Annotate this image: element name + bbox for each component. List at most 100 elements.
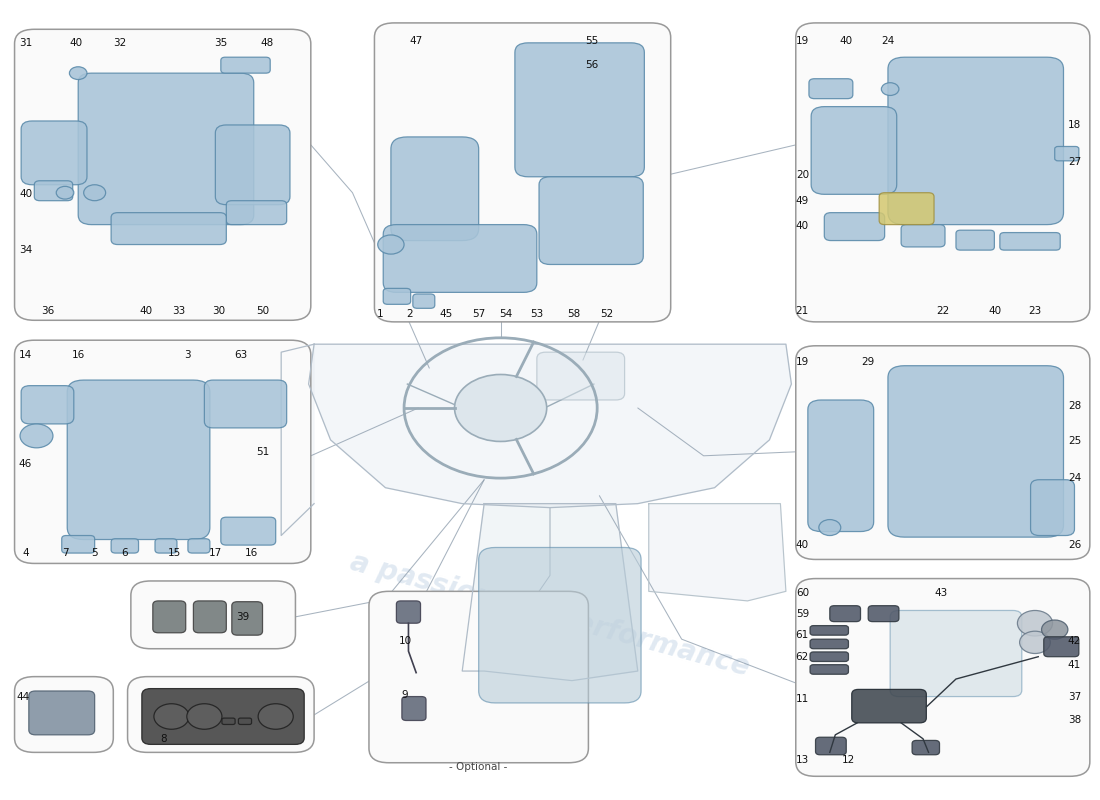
Text: 48: 48 [261,38,274,48]
Text: 58: 58 [568,309,581,319]
Text: 17: 17 [209,548,222,558]
FancyBboxPatch shape [142,689,305,744]
FancyBboxPatch shape [879,193,934,225]
Circle shape [1042,620,1068,639]
Text: 43: 43 [934,588,947,598]
Text: 44: 44 [16,691,30,702]
Text: - Optional -: - Optional - [450,762,508,772]
FancyBboxPatch shape [808,78,852,98]
FancyBboxPatch shape [807,400,873,531]
Text: 40: 40 [839,36,853,46]
FancyBboxPatch shape [810,626,848,635]
Circle shape [1018,610,1053,636]
Polygon shape [462,504,638,681]
Text: 40: 40 [19,190,32,199]
FancyBboxPatch shape [478,547,641,703]
Text: 63: 63 [234,350,248,360]
FancyBboxPatch shape [232,602,263,635]
Text: 54: 54 [499,309,513,319]
Text: 2: 2 [406,309,412,319]
Text: 57: 57 [472,309,485,319]
FancyBboxPatch shape [62,535,95,553]
Text: 12: 12 [842,755,855,766]
FancyBboxPatch shape [810,652,848,662]
Text: 16: 16 [72,350,85,360]
FancyBboxPatch shape [912,741,939,754]
Text: 61: 61 [795,630,808,640]
FancyBboxPatch shape [537,352,625,400]
Text: 39: 39 [236,612,250,622]
Text: 5: 5 [91,548,98,558]
Polygon shape [649,504,785,601]
Text: 18: 18 [1068,120,1081,130]
Text: 40: 40 [989,306,1002,316]
Text: 24: 24 [881,36,894,46]
Text: 49: 49 [795,196,808,206]
Text: 13: 13 [795,755,808,766]
FancyBboxPatch shape [131,581,296,649]
FancyBboxPatch shape [14,677,113,752]
FancyBboxPatch shape [21,386,74,424]
Text: 26: 26 [1068,540,1081,550]
Circle shape [154,704,189,730]
Text: 27: 27 [1068,158,1081,167]
Text: 9: 9 [402,690,408,700]
FancyBboxPatch shape [824,213,884,241]
FancyBboxPatch shape [1031,480,1075,535]
Circle shape [377,235,404,254]
Circle shape [84,185,106,201]
Text: 50: 50 [256,306,270,316]
Text: 32: 32 [113,38,127,48]
Text: 33: 33 [173,306,186,316]
Text: 53: 53 [530,309,543,319]
FancyBboxPatch shape [890,610,1022,697]
Circle shape [818,519,840,535]
Text: 56: 56 [585,60,598,70]
FancyBboxPatch shape [29,691,95,735]
FancyBboxPatch shape [811,106,896,194]
FancyBboxPatch shape [205,380,287,428]
FancyBboxPatch shape [21,121,87,185]
FancyBboxPatch shape [515,43,645,177]
Text: 1: 1 [376,309,383,319]
Text: 3: 3 [185,350,191,360]
FancyBboxPatch shape [1055,146,1079,161]
FancyBboxPatch shape [396,601,420,623]
FancyBboxPatch shape [795,578,1090,776]
Polygon shape [309,344,791,508]
FancyBboxPatch shape [216,125,290,205]
Text: 31: 31 [19,38,32,48]
Text: 14: 14 [19,350,32,360]
FancyBboxPatch shape [888,57,1064,225]
FancyBboxPatch shape [14,30,311,320]
FancyBboxPatch shape [221,57,271,73]
FancyBboxPatch shape [153,601,186,633]
Text: 51: 51 [256,447,270,457]
FancyBboxPatch shape [810,639,848,649]
Text: 40: 40 [795,540,808,550]
Text: 23: 23 [1028,306,1042,316]
Text: 62: 62 [795,652,808,662]
Text: 20: 20 [795,170,808,180]
FancyBboxPatch shape [901,225,945,247]
FancyBboxPatch shape [188,538,210,553]
Text: 7: 7 [62,548,68,558]
FancyBboxPatch shape [78,73,254,225]
Text: 16: 16 [245,548,258,558]
FancyBboxPatch shape [390,137,478,241]
FancyBboxPatch shape [810,665,848,674]
Text: 19: 19 [795,357,808,366]
Text: 11: 11 [795,694,808,704]
Text: 41: 41 [1068,660,1081,670]
Circle shape [258,704,294,730]
Text: 45: 45 [439,309,452,319]
FancyBboxPatch shape [34,181,73,201]
Text: 25: 25 [1068,437,1081,446]
Polygon shape [282,344,315,535]
FancyBboxPatch shape [1044,637,1079,657]
FancyBboxPatch shape [128,677,315,752]
Text: 40: 40 [140,306,153,316]
FancyBboxPatch shape [851,690,926,723]
FancyBboxPatch shape [815,738,846,754]
FancyBboxPatch shape [222,718,235,725]
